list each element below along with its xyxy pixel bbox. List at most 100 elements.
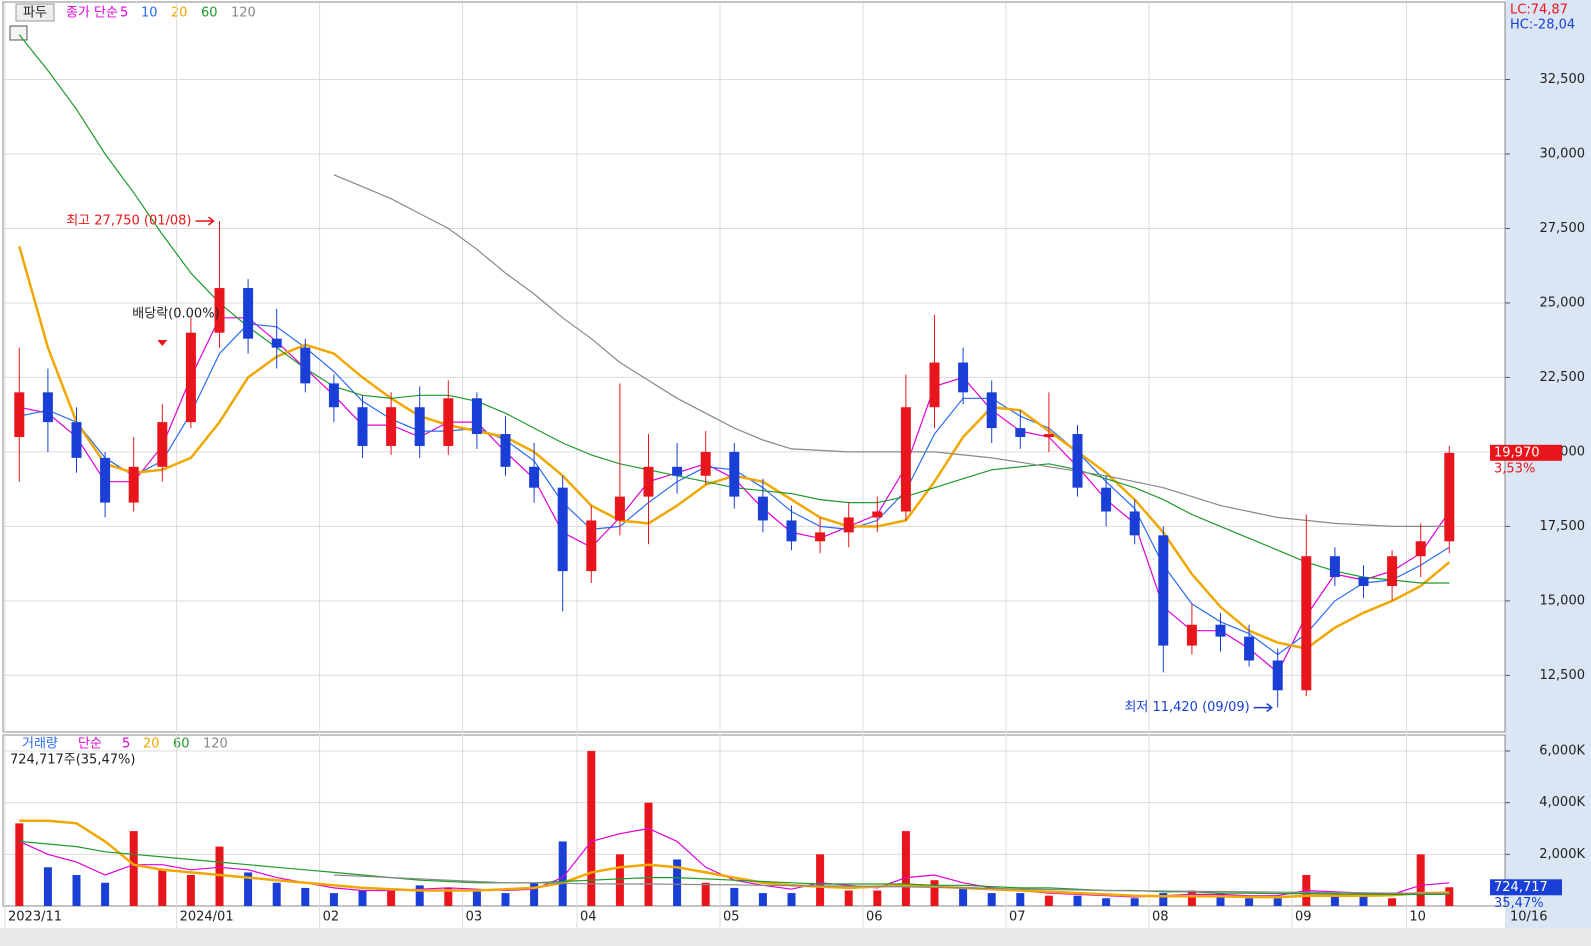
candle-body	[757, 496, 768, 521]
volume-bar	[158, 869, 167, 906]
candle-body	[614, 496, 625, 521]
candle-body	[929, 362, 940, 408]
lc: LC:74,87	[1510, 3, 1568, 18]
volume-bar	[1102, 898, 1111, 906]
candle-body	[386, 407, 397, 446]
volume-bar	[43, 867, 52, 906]
axis-strip	[1505, 0, 1591, 946]
legend-entry: 60	[173, 737, 190, 752]
candle-body	[1101, 487, 1112, 512]
candle-body	[185, 332, 196, 423]
event-arrow	[157, 340, 168, 346]
price-change: 3,53%	[1494, 461, 1535, 476]
candle-body	[958, 362, 969, 393]
volume-bar	[1359, 895, 1368, 906]
title-box[interactable]	[15, 3, 55, 22]
x-tick-label: 05	[723, 910, 740, 925]
volume-bar	[844, 890, 853, 906]
low-annotation: 최저 11,420 (09/09)	[1124, 700, 1249, 715]
candle-body	[328, 383, 339, 408]
volume-bar	[501, 893, 510, 906]
volume-bar	[387, 889, 396, 906]
volume-bar	[701, 882, 710, 906]
x-tick-label: 03	[466, 910, 483, 925]
candle-body	[1129, 511, 1140, 536]
x-tick-label: 06	[866, 910, 883, 925]
candle-body	[414, 407, 425, 446]
volume-bar	[673, 859, 682, 906]
candle-body	[443, 398, 454, 446]
candle-body	[1244, 636, 1255, 661]
volume-title: 거래량	[22, 737, 58, 752]
candle-body	[1272, 660, 1283, 691]
volume-bar	[930, 880, 939, 906]
candle-body	[586, 520, 597, 572]
volume-bar	[1216, 893, 1225, 906]
candle-body	[214, 288, 225, 333]
legend-entry: 60	[201, 6, 218, 21]
volume-bar	[244, 872, 253, 906]
candle-body	[100, 457, 111, 503]
high-annotation: 최고 27,750 (01/08)	[66, 214, 191, 229]
volume-bar	[1273, 898, 1282, 906]
event-annotation: 배당락(0.00%)	[132, 307, 219, 322]
candle-body	[900, 407, 911, 512]
x-tick-label: 02	[323, 910, 340, 925]
volume-bar	[472, 890, 481, 906]
candle-body	[700, 451, 711, 476]
candle-body	[557, 487, 568, 572]
volume-bar	[215, 846, 224, 906]
volume-bar	[415, 885, 424, 906]
volume-bar	[901, 831, 910, 906]
volume-bar	[444, 887, 453, 906]
x-tick-label: 09	[1295, 910, 1312, 925]
candle-body	[500, 434, 511, 467]
candle-body	[786, 520, 797, 542]
candle-body	[729, 451, 740, 497]
table-icon[interactable]	[9, 25, 28, 41]
candle-body	[128, 466, 139, 503]
candle-body	[843, 517, 854, 533]
candle-body	[1043, 434, 1054, 438]
candle-body	[1072, 434, 1083, 488]
candle-body	[815, 532, 826, 542]
candle-body	[300, 347, 311, 384]
y-tick-label: 22,500	[1540, 370, 1586, 385]
volume-bar	[15, 823, 24, 906]
legend-entry: 120	[203, 737, 228, 752]
volume-bar	[959, 887, 968, 906]
x-tick-label: 2023/11	[8, 910, 62, 925]
volume-bar	[987, 893, 996, 906]
bottom-strip	[0, 928, 1591, 946]
hc: HC:-28,04	[1510, 18, 1575, 33]
volume-bar	[301, 887, 310, 906]
volume-bar	[758, 893, 767, 906]
candle-body	[1186, 624, 1197, 646]
candle-body	[872, 511, 883, 518]
volume-bar	[129, 831, 138, 906]
volume-change: 35,47%	[1494, 896, 1544, 911]
legend-entry: 120	[231, 6, 256, 21]
volume-bar	[816, 854, 825, 906]
y-tick-label: 4,000K	[1539, 795, 1585, 810]
candle-body	[157, 422, 168, 467]
candle-body	[1329, 556, 1340, 578]
volume-ma-label: 단순	[78, 737, 102, 752]
y-tick-label: 30,000	[1540, 146, 1586, 161]
volume-box	[1490, 879, 1562, 896]
ma-line	[333, 874, 1450, 895]
volume-bar	[358, 890, 367, 906]
candle-body	[271, 338, 282, 348]
volume-bar	[1416, 854, 1425, 906]
ma-line	[19, 840, 1450, 895]
price-label: 19,970	[1494, 445, 1540, 460]
x-tick-label: 04	[580, 910, 597, 925]
candle-body	[1358, 577, 1369, 586]
volume-info: 724,717주(35,47%)	[10, 753, 135, 768]
last-date: 10/16	[1510, 910, 1547, 925]
y-tick-label: 15,000	[1540, 593, 1586, 608]
arrow	[195, 216, 215, 226]
candle-body	[643, 466, 654, 497]
volume-bar	[72, 875, 81, 906]
